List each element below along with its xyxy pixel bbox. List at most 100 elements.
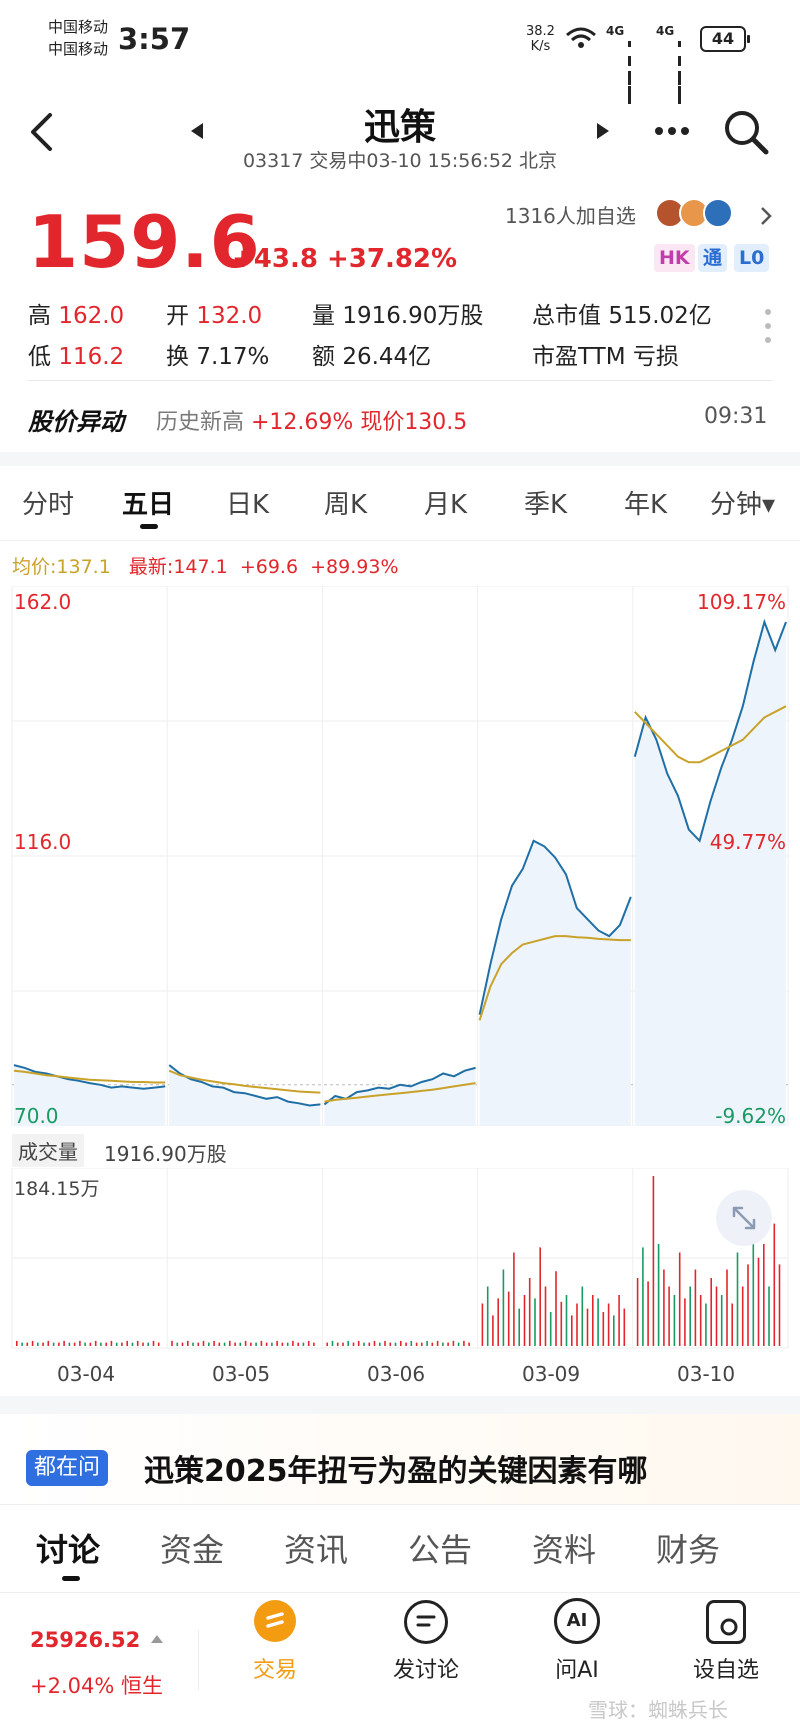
expand-icon bbox=[732, 1206, 756, 1230]
tab-daily-k[interactable]: 日K bbox=[226, 490, 270, 520]
next-stock-icon[interactable] bbox=[596, 122, 610, 140]
nav-trade[interactable]: 交易 bbox=[252, 1658, 297, 1683]
volume-bar bbox=[187, 1340, 189, 1346]
volume-bar bbox=[229, 1340, 231, 1346]
stat-high: 高 162.0 bbox=[28, 303, 125, 329]
price-area-day-1 bbox=[14, 1065, 166, 1126]
tab-five-day[interactable]: 五日 bbox=[122, 490, 175, 520]
section-gap bbox=[0, 452, 800, 466]
more-icon[interactable] bbox=[654, 126, 690, 136]
volume-bar bbox=[202, 1340, 205, 1346]
volume-bar bbox=[768, 1286, 770, 1346]
volume-bar bbox=[678, 1252, 681, 1346]
tab-quarterly-k[interactable]: 季K bbox=[524, 490, 568, 520]
y-label-low: 70.0 bbox=[14, 1104, 59, 1128]
expand-stats-icon[interactable] bbox=[764, 308, 772, 348]
volume-bar bbox=[457, 1342, 460, 1346]
divider bbox=[0, 1592, 800, 1593]
post-discussion-icon[interactable] bbox=[404, 1600, 448, 1644]
volume-bar bbox=[565, 1295, 568, 1346]
volume-bar bbox=[239, 1342, 242, 1346]
volume-bar bbox=[726, 1269, 728, 1346]
trade-icon[interactable] bbox=[254, 1600, 296, 1642]
avg-line-day-5 bbox=[634, 705, 787, 764]
signal-1: 4G bbox=[606, 24, 631, 104]
x-label: 03-06 bbox=[367, 1362, 426, 1386]
tab-yearly-k[interactable]: 年K bbox=[624, 490, 668, 520]
volume-bar bbox=[705, 1303, 707, 1346]
stat-volume: 量 1916.90万股 bbox=[312, 303, 484, 329]
avg-line-day-1 bbox=[13, 1069, 166, 1084]
volume-bar bbox=[213, 1340, 215, 1346]
price-line-day-4 bbox=[478, 839, 632, 1015]
page-title: 迅策 bbox=[363, 107, 436, 148]
volume-bar bbox=[618, 1295, 620, 1346]
volume-bar bbox=[347, 1340, 349, 1346]
back-icon[interactable] bbox=[28, 112, 54, 152]
volume-bar bbox=[218, 1342, 221, 1346]
index-value[interactable]: 25926.52 bbox=[30, 1628, 141, 1652]
index-change[interactable]: +2.04% 恒生 bbox=[30, 1674, 163, 1698]
nav-watchlist[interactable]: 设自选 bbox=[692, 1658, 759, 1683]
fullscreen-button[interactable] bbox=[716, 1190, 772, 1246]
volume-bar bbox=[421, 1342, 423, 1346]
volume-bar bbox=[447, 1342, 449, 1346]
volume-bar bbox=[26, 1342, 29, 1346]
tab-funds[interactable]: 资金 bbox=[160, 1531, 225, 1569]
chevron-right-icon[interactable] bbox=[760, 206, 772, 226]
tab-financials[interactable]: 财务 bbox=[656, 1531, 721, 1569]
question-banner[interactable]: 都在问 迅策2025年扭亏为盈的关键因素有哪 bbox=[0, 1414, 800, 1504]
banner-question: 迅策2025年扭亏为盈的关键因素有哪 bbox=[144, 1454, 648, 1489]
volume-bar bbox=[105, 1342, 107, 1346]
volume-bar bbox=[699, 1295, 702, 1346]
current-price: 159.6 bbox=[28, 200, 261, 284]
y-label-mid: 116.0 bbox=[14, 830, 72, 854]
tab-weekly-k[interactable]: 周K bbox=[324, 490, 368, 520]
volume-bar bbox=[778, 1264, 781, 1346]
watermark: 雪球：蜘蛛兵长 bbox=[588, 1698, 728, 1722]
level-tag: L0 bbox=[734, 244, 770, 272]
volume-bar bbox=[560, 1301, 563, 1346]
avatar bbox=[703, 198, 733, 228]
volume-bar bbox=[544, 1286, 547, 1346]
divider bbox=[28, 380, 772, 381]
avg-line-day-4 bbox=[478, 935, 631, 1021]
nav-post[interactable]: 发讨论 bbox=[392, 1658, 459, 1683]
tab-monthly-k[interactable]: 月K bbox=[424, 490, 468, 520]
volume-bar bbox=[192, 1342, 194, 1346]
legend-avg: 均价:137.1 bbox=[12, 556, 111, 578]
volume-bar bbox=[326, 1342, 328, 1346]
volume-bar bbox=[373, 1340, 376, 1346]
volume-bar bbox=[410, 1340, 413, 1346]
tab-news[interactable]: 资讯 bbox=[284, 1531, 349, 1569]
volume-bar bbox=[602, 1312, 605, 1346]
volume-bar bbox=[592, 1295, 594, 1346]
volume-bar bbox=[276, 1340, 278, 1346]
ask-ai-icon[interactable]: AI bbox=[554, 1598, 600, 1644]
followers-count[interactable]: 1316人加自选 bbox=[505, 204, 636, 228]
tab-intraday[interactable]: 分时 bbox=[22, 490, 75, 520]
volume-bar bbox=[747, 1264, 749, 1346]
alert-text[interactable]: 历史新高 +12.69% 现价130.5 bbox=[156, 410, 468, 435]
price-line-day-5 bbox=[633, 618, 787, 843]
volume-bar bbox=[331, 1340, 334, 1346]
tab-profile[interactable]: 资料 bbox=[532, 1531, 597, 1569]
volume-bar bbox=[463, 1340, 465, 1346]
nav-ask-ai[interactable]: 问AI bbox=[555, 1658, 599, 1683]
volume-bar bbox=[73, 1342, 76, 1346]
tab-minute[interactable]: 分钟▾ bbox=[710, 490, 776, 520]
tab-announcements[interactable]: 公告 bbox=[408, 1531, 473, 1569]
volume-bar bbox=[302, 1342, 305, 1346]
tab-discussion[interactable]: 讨论 bbox=[36, 1531, 101, 1569]
prev-stock-icon[interactable] bbox=[190, 122, 204, 140]
search-icon[interactable] bbox=[722, 108, 770, 156]
chart-lines bbox=[13, 618, 787, 1107]
volume-bar bbox=[773, 1223, 776, 1346]
add-watchlist-icon[interactable] bbox=[706, 1600, 746, 1644]
y-label-high: 162.0 bbox=[14, 590, 72, 614]
volume-bar bbox=[171, 1340, 173, 1346]
price-chart[interactable] bbox=[0, 586, 800, 1126]
net-speed: 38.2 K/s bbox=[526, 24, 555, 54]
chart-area bbox=[14, 622, 786, 1126]
avg-line-day-2 bbox=[168, 1069, 321, 1094]
